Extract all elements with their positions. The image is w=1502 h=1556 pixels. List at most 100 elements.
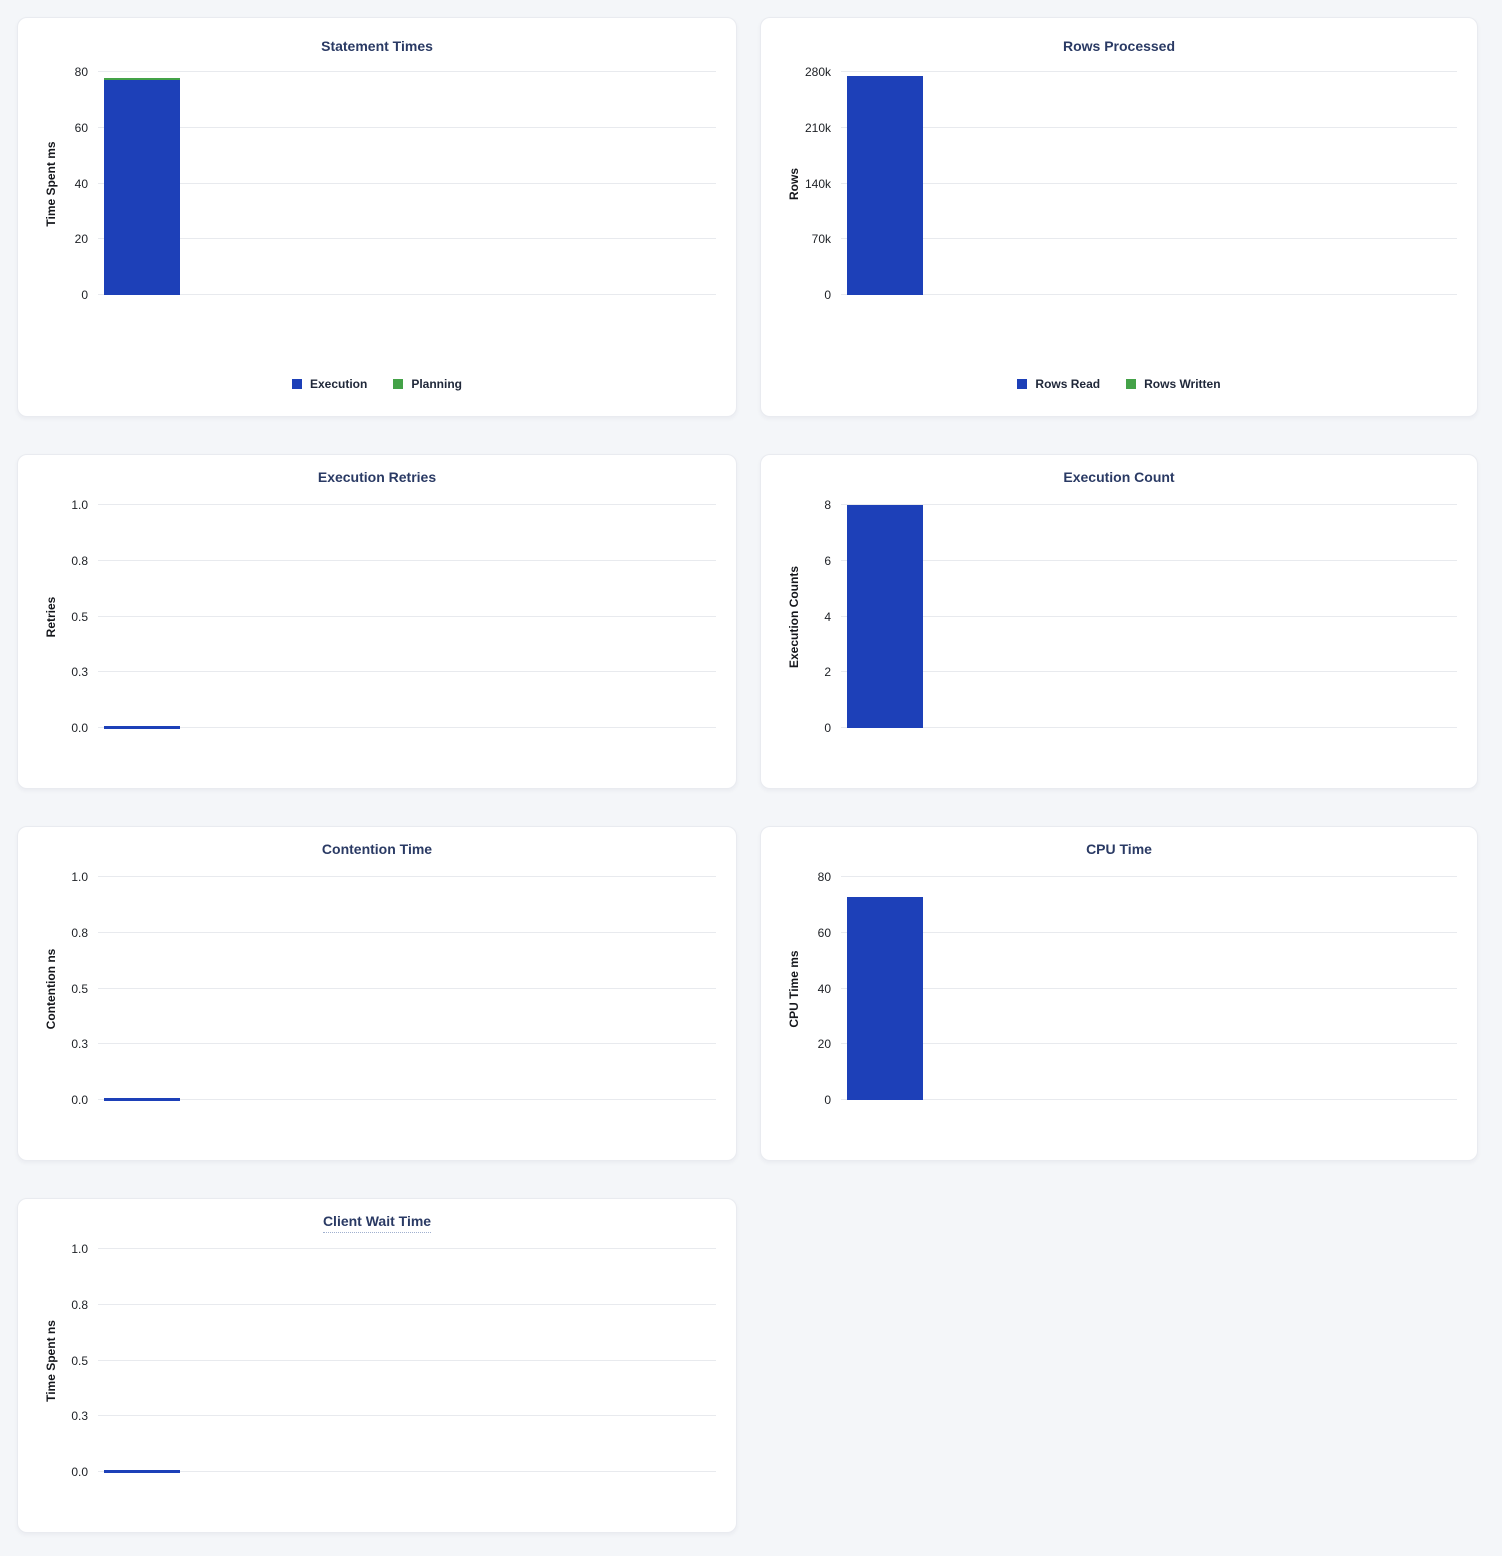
y-tick-label: 0.0 (71, 721, 88, 735)
gridline (98, 126, 716, 128)
legend-item-rows-read: Rows Read (1017, 377, 1100, 391)
gridline (98, 671, 716, 673)
y-tick-label: 40 (74, 176, 88, 191)
y-axis-label: Time Spent ns (44, 1319, 58, 1402)
gridline (841, 615, 1457, 617)
chart-plot: Contention ns 0.0 0.3 0.5 0.8 1.0 (44, 870, 716, 1107)
gridline (841, 182, 1457, 184)
gridline (98, 238, 716, 240)
bar-group (847, 505, 923, 728)
y-tick-label: 60 (74, 120, 88, 135)
chart-plot: CPU Time ms 0 20 40 60 80 (787, 870, 1457, 1107)
chart-title: CPU Time (781, 841, 1457, 858)
bar-zero-value (104, 726, 180, 729)
chart-card-rows-processed: Rows Processed Rows 0 70k 140k 210k 280k Row… (760, 17, 1478, 417)
chart-title-text: Statement Times (321, 38, 433, 54)
gridline (98, 1099, 716, 1100)
y-tick-label: 80 (74, 65, 88, 79)
gridline (841, 504, 1457, 505)
y-axis-label: CPU Time ms (787, 949, 801, 1028)
y-tick-label: 0.8 (71, 925, 88, 940)
chart-card-contention-time: Contention Time Contention ns 0.0 0.3 0.5 0… (17, 826, 737, 1161)
bar-group (104, 72, 180, 295)
y-tick-label: 0.3 (71, 1037, 88, 1052)
y-axis-label: Time Spent ms (44, 140, 58, 227)
gridline (98, 1043, 716, 1045)
gridline (841, 238, 1457, 240)
gridline (841, 126, 1457, 128)
legend-swatch-icon (291, 379, 302, 389)
chart-plot: Retries 0.0 0.3 0.5 0.8 1.0 (44, 498, 716, 735)
gridline (841, 727, 1457, 728)
chart-title: Execution Count (781, 469, 1457, 486)
chart-plot: Rows 0 70k 140k 210k 280k (787, 65, 1457, 302)
bar-rows-read (847, 75, 923, 295)
y-tick-label: 210k (804, 120, 831, 135)
gridline (841, 294, 1457, 295)
gridline (841, 559, 1457, 561)
gridline (98, 1248, 716, 1249)
y-tick-label: 20 (74, 232, 88, 247)
y-tick-label: 140k (804, 176, 831, 191)
y-tick-label: 0 (824, 721, 831, 735)
y-tick-label: 0 (81, 288, 88, 302)
y-tick-label: 1.0 (71, 870, 88, 884)
legend-label: Rows Written (1144, 377, 1221, 391)
bar-zero-value (104, 1470, 180, 1473)
y-tick-label: 0.5 (71, 609, 88, 624)
chart-title-text: Execution Retries (317, 469, 437, 485)
y-tick-label: 0.0 (71, 1465, 88, 1479)
y-tick-label: 280k (804, 65, 831, 79)
y-tick-label: 20 (817, 1037, 831, 1052)
chart-title-tooltip[interactable]: Client Wait Time (322, 1213, 432, 1233)
y-tick-label: 2 (824, 665, 831, 680)
y-axis-label: Execution Counts (787, 565, 801, 668)
chart-title-text: Rows Processed (1062, 38, 1176, 54)
bar-group (847, 877, 923, 1100)
chart-title-text: Contention Time (321, 841, 433, 857)
y-tick-label: 1.0 (71, 1242, 88, 1256)
y-tick-label: 70k (811, 232, 831, 247)
chart-card-execution-retries: Execution Retries Retries 0.0 0.3 0.5 0.8 1.… (17, 454, 737, 789)
y-axis-label: Rows (787, 167, 801, 200)
chart-plot: Time Spent ns 0.0 0.3 0.5 0.8 1.0 (44, 1242, 716, 1479)
chart-title: Execution Retries (38, 469, 716, 486)
y-tick-label: 80 (817, 870, 831, 884)
chart-card-cpu-time: CPU Time CPU Time ms 0 20 40 60 80 (760, 826, 1478, 1161)
chart-card-client-wait-time: Client Wait Time Time Spent ns 0.0 0.3 0.5… (17, 1198, 737, 1533)
bar-series (847, 505, 923, 728)
chart-title: Client Wait Time (38, 1213, 716, 1233)
y-tick-label: 1.0 (71, 498, 88, 512)
gridline (98, 294, 716, 295)
y-tick-label: 40 (817, 981, 831, 996)
bar-series (847, 896, 923, 1100)
y-tick-label: 0.5 (71, 1353, 88, 1368)
y-tick-label: 0.0 (71, 1093, 88, 1107)
chart-title-text: CPU Time (1086, 841, 1152, 857)
gridline (841, 671, 1457, 673)
legend-item-execution: Execution (291, 377, 368, 391)
y-tick-label: 0.3 (71, 665, 88, 680)
gridline (841, 987, 1457, 989)
y-tick-label: 0 (824, 1093, 831, 1107)
bar-planning (104, 77, 180, 81)
legend-label: Rows Read (1035, 377, 1101, 391)
gridline (98, 71, 716, 72)
chart-title-text: Execution Count (1063, 469, 1175, 485)
legend-label: Execution (309, 377, 368, 391)
y-tick-label: 8 (824, 498, 831, 512)
y-axis-label: Contention ns (44, 948, 58, 1029)
gridline (98, 559, 716, 561)
bar-execution (104, 80, 180, 295)
y-tick-label: 6 (824, 553, 831, 568)
chart-legend: Rows Read Rows Written (781, 377, 1457, 391)
gridline (841, 71, 1457, 72)
y-tick-label: 0 (824, 288, 831, 302)
chart-title: Contention Time (38, 841, 716, 858)
legend-swatch-icon (393, 379, 404, 389)
legend-swatch-icon (1017, 379, 1028, 389)
y-tick-label: 0.8 (71, 1297, 88, 1312)
gridline (841, 1099, 1457, 1100)
